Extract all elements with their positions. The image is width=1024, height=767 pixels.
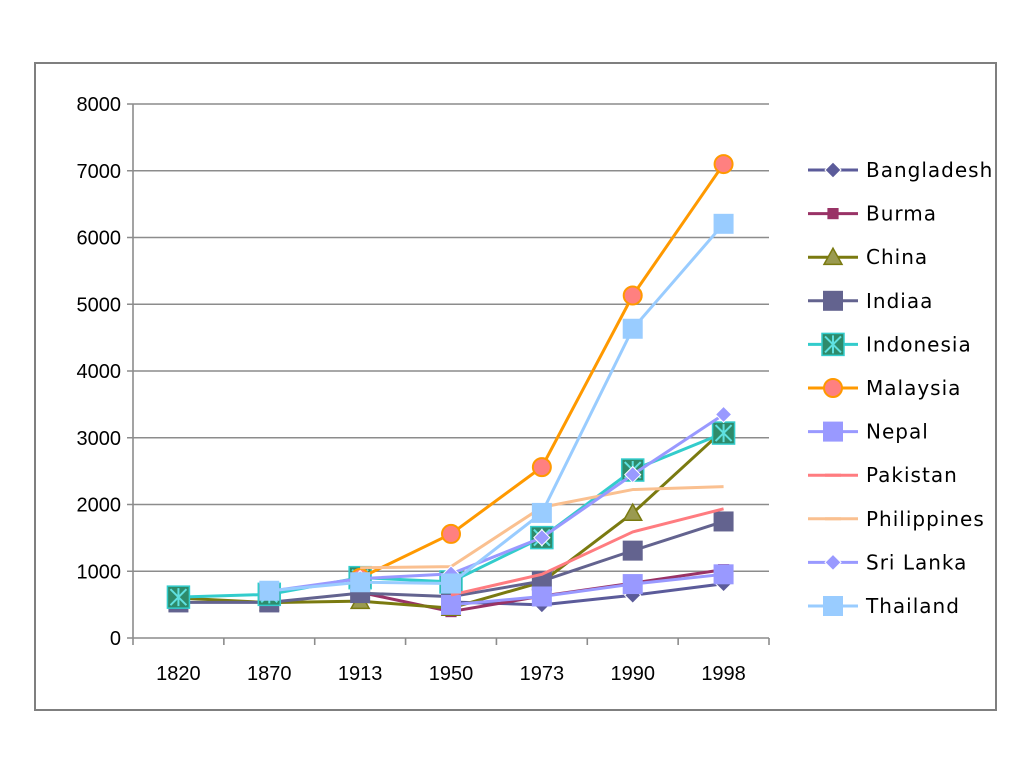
legend-item-nepal: Nepal — [808, 420, 929, 444]
series-sri-lanka — [260, 405, 733, 600]
data-point — [622, 285, 643, 306]
x-tick-label: 1990 — [610, 663, 655, 685]
series-line-nepal — [450, 572, 724, 607]
data-point — [533, 528, 551, 547]
legend-label: Thailand — [865, 594, 960, 618]
data-point — [531, 586, 552, 607]
y-tick-label: 6000 — [77, 228, 122, 250]
legend-label: Sri Lanka — [866, 550, 967, 574]
data-point — [622, 540, 643, 561]
series-line-pakistan — [450, 507, 724, 597]
x-tick-label: 1820 — [156, 663, 201, 685]
series-bangladesh — [442, 575, 733, 614]
data-point — [824, 161, 842, 179]
y-tick-label: 3000 — [77, 428, 122, 450]
data-point — [441, 594, 461, 615]
data-point — [714, 405, 733, 424]
legend-label: Philippines — [866, 507, 985, 531]
data-point — [823, 290, 843, 311]
legend-item-thailand: Thailand — [808, 594, 960, 618]
data-point-cross — [824, 335, 842, 354]
data-point — [350, 572, 371, 593]
data-point-cross — [714, 424, 733, 443]
series-thailand — [259, 213, 734, 601]
data-point — [827, 208, 839, 220]
legend-item-china: China — [808, 245, 928, 269]
legend-item-bangladesh: Bangladesh — [808, 158, 993, 182]
legend-item-philippines: Philippines — [808, 507, 985, 531]
series-pakistan — [450, 507, 724, 597]
data-point — [622, 318, 643, 339]
grid-lines — [127, 103, 769, 639]
data-point — [622, 574, 643, 595]
chart-frame: 0 1000 2000 3000 4000 5000 6000 7000 8000 1820 187… — [34, 62, 997, 711]
y-tick-label: 2000 — [77, 495, 122, 517]
series-line-sri-lanka — [269, 413, 725, 593]
legend-label: Nepal — [866, 420, 929, 444]
data-point — [713, 213, 734, 234]
x-tick-label: 1913 — [338, 663, 383, 685]
legend-label: Pakistan — [866, 463, 958, 487]
x-tick-label: 1973 — [520, 663, 565, 685]
data-point — [713, 564, 734, 585]
legend-item-indiaa: Indiaa — [808, 289, 933, 313]
data-point — [821, 332, 845, 357]
series-nepal — [441, 564, 734, 615]
y-tick-label: 8000 — [77, 94, 122, 116]
legend-label: China — [866, 245, 928, 269]
data-point-cross — [169, 588, 188, 607]
legend-item-pakistan: Pakistan — [808, 463, 958, 487]
y-tick-label: 7000 — [77, 161, 122, 183]
data-point — [259, 580, 280, 601]
series-lines — [166, 154, 736, 618]
data-point — [822, 246, 844, 266]
y-tick-label: 5000 — [77, 294, 122, 316]
legend-label: Bangladesh — [866, 158, 993, 182]
data-point — [823, 596, 843, 616]
line-chart: 0 1000 2000 3000 4000 5000 6000 7000 8000 1820 187… — [77, 94, 993, 685]
data-point — [441, 523, 461, 544]
data-point — [441, 573, 461, 594]
legend: Bangladesh Burma China Indiaa Indonesia Malay… — [808, 158, 993, 618]
legend-label: Indonesia — [866, 332, 972, 356]
y-tick-label: 4000 — [77, 361, 122, 383]
legend-item-malaysia: Malaysia — [808, 376, 961, 400]
data-point — [713, 154, 734, 175]
data-point — [624, 465, 642, 484]
data-point — [823, 378, 843, 398]
legend-item-sri-lanka: Sri Lanka — [808, 550, 967, 574]
x-tick-label: 1998 — [701, 663, 746, 685]
legend-label: Indiaa — [866, 289, 933, 313]
data-point — [531, 502, 552, 523]
legend-label: Malaysia — [866, 376, 961, 400]
series-malaysia — [350, 154, 734, 588]
legend-label: Burma — [866, 202, 937, 226]
data-point — [622, 502, 643, 522]
data-point — [166, 585, 191, 609]
y-tick-label: 0 — [110, 628, 121, 650]
data-point — [711, 421, 736, 445]
data-point — [823, 421, 843, 442]
data-point — [531, 457, 552, 478]
axes: 0 1000 2000 3000 4000 5000 6000 7000 8000 1820 187… — [77, 94, 770, 685]
legend-item-indonesia: Indonesia — [808, 332, 972, 357]
data-point — [713, 511, 734, 532]
x-tick-label: 1870 — [247, 663, 292, 685]
y-tick-label: 1000 — [77, 561, 122, 583]
legend-item-burma: Burma — [808, 202, 937, 226]
data-point — [824, 553, 842, 572]
x-tick-label: 1950 — [429, 663, 474, 685]
series-line-thailand — [269, 222, 725, 593]
